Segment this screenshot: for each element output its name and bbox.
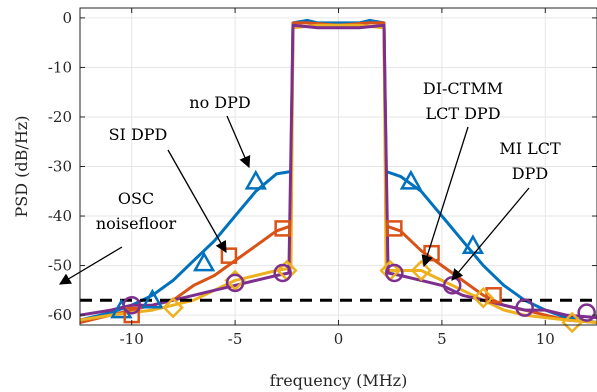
annotation-line: DPD — [512, 164, 548, 183]
square-marker — [485, 287, 502, 304]
diamond-marker — [561, 311, 583, 334]
triangle-marker — [192, 251, 216, 272]
y-tick-label: -60 — [48, 306, 72, 324]
annotation-arrow — [58, 246, 123, 285]
annotation-no-dpd: no DPD — [189, 93, 250, 112]
x-axis-label: frequency (MHz) — [270, 371, 408, 390]
triangle-marker — [244, 169, 267, 190]
diamond-marker — [162, 296, 184, 319]
annotation-line: OSC — [118, 189, 154, 208]
triangle-marker — [461, 234, 485, 254]
annotation-arrow — [451, 187, 530, 281]
y-tick-label: -40 — [48, 207, 72, 225]
y-tick-label: -10 — [48, 58, 72, 76]
annotation-si-dpd: SI DPD — [109, 125, 168, 144]
x-tick-label: 5 — [437, 330, 447, 348]
annotation-line: noisefloor — [96, 214, 177, 233]
annotation-line: SI DPD — [109, 125, 168, 144]
diamond-marker — [410, 259, 432, 282]
circle-marker — [273, 263, 292, 283]
annotation-arrow — [167, 149, 227, 254]
x-tick-label: -10 — [120, 330, 144, 348]
triangle-marker — [141, 288, 164, 309]
annotation-osc-noisefloor: OSC noisefloor — [96, 189, 177, 233]
series-mi-lct-dpd — [80, 23, 597, 320]
series-di-ctmm-lct-dpd — [80, 23, 597, 324]
x-tick-label: -5 — [228, 330, 243, 348]
ticks: -10 -5 0 5 100-10-20-30-40-50-60 — [48, 8, 597, 348]
annotation-arrow — [226, 115, 251, 169]
annotation-di-ctmm-lct-dpd: DI-CTMM LCT DPD — [423, 79, 503, 123]
circle-marker — [515, 298, 534, 317]
square-marker — [386, 220, 403, 237]
annotation-mi-lct-dpd: MI LCT DPD — [499, 139, 561, 183]
y-tick-label: -50 — [48, 257, 72, 275]
grid — [80, 8, 597, 325]
y-tick-label: 0 — [62, 9, 72, 27]
circle-marker — [122, 295, 141, 315]
annotation-line: DI-CTMM — [423, 79, 503, 98]
annotations: no DPD SI DPD OSC noisefloor DI-CTMM LCT DPD M… — [58, 79, 561, 285]
y-tick-label: -30 — [48, 158, 72, 176]
annotation-line: LCT DPD — [425, 104, 500, 123]
y-tick-label: -20 — [48, 108, 72, 126]
annotation-line: MI LCT — [499, 139, 561, 158]
y-axis-label: PSD (dB/Hz) — [12, 116, 31, 218]
series-no-dpd — [80, 18, 597, 324]
x-tick-label: 0 — [334, 330, 344, 348]
annotation-line: no DPD — [189, 93, 250, 112]
marker-layer — [110, 169, 596, 334]
square-marker — [274, 220, 291, 237]
circle-marker — [577, 303, 596, 322]
triangle-marker — [399, 169, 423, 190]
diamond-marker — [472, 286, 495, 309]
circle-marker — [225, 273, 245, 293]
annotation-arrow — [421, 126, 469, 268]
square-marker — [220, 247, 238, 264]
x-tick-label: 10 — [536, 330, 555, 348]
circle-marker — [385, 263, 404, 283]
